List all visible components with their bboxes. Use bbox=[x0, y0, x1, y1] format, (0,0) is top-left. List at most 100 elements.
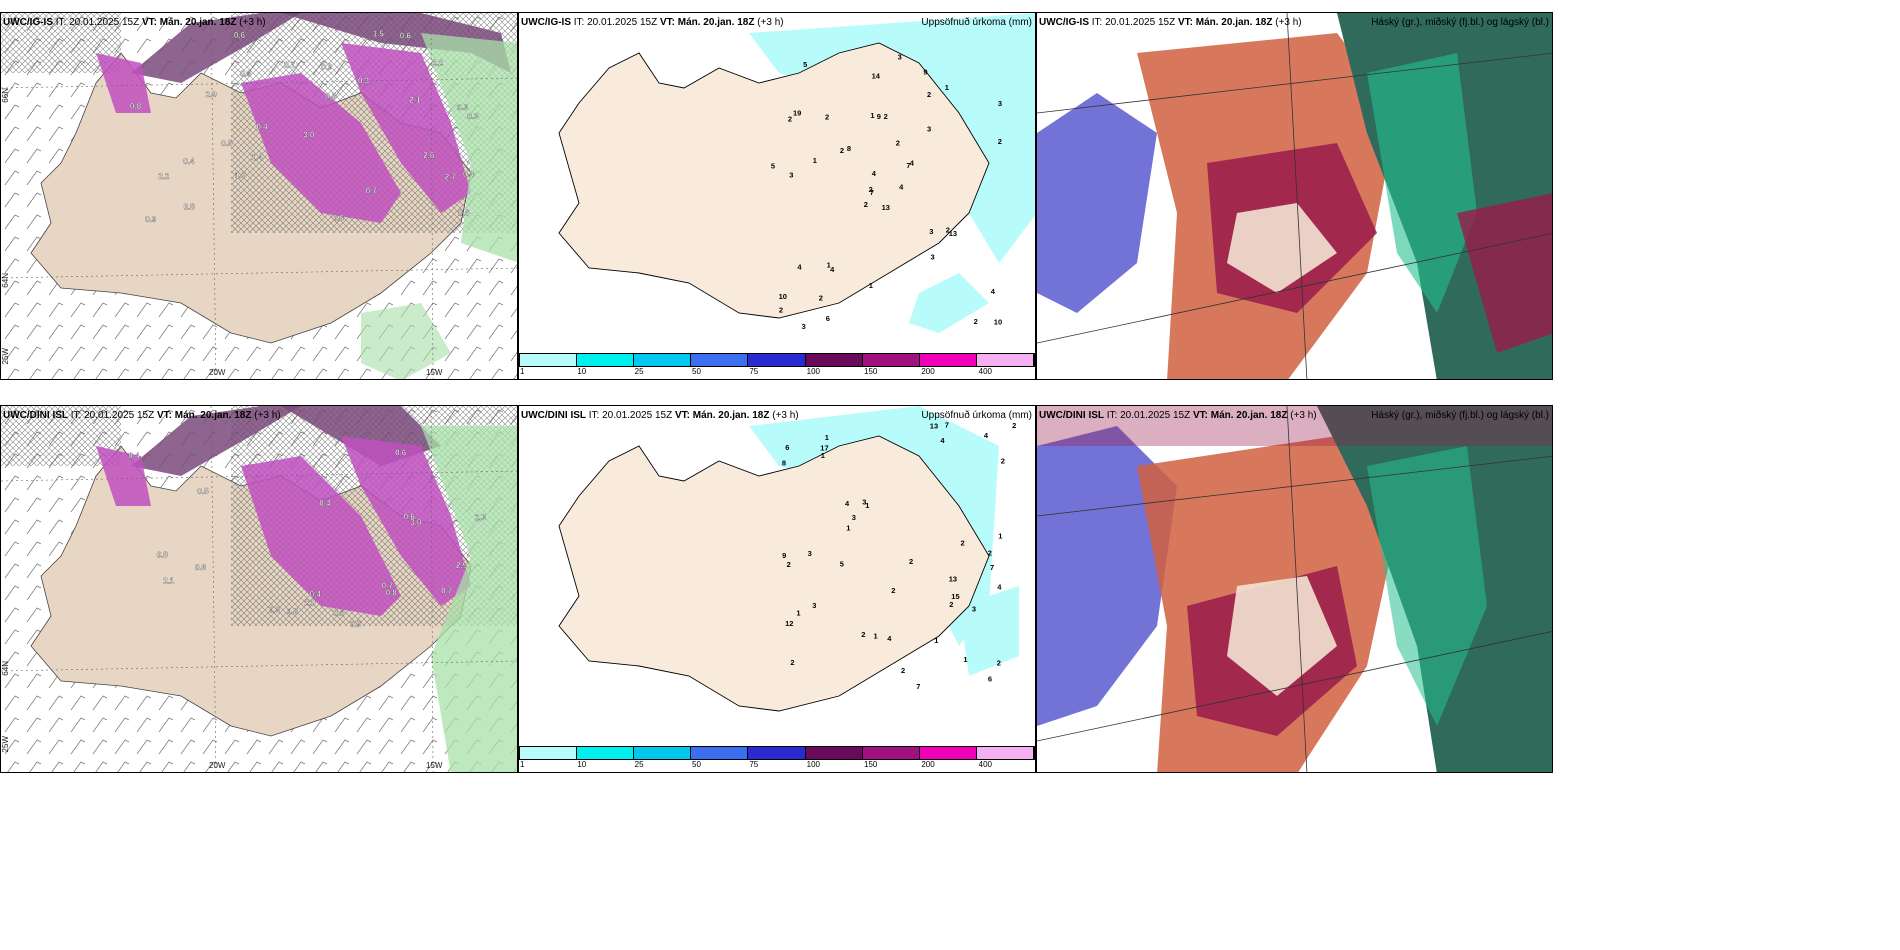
map-value-label: 0.6 bbox=[458, 208, 470, 217]
map-value-label: 2 bbox=[927, 90, 931, 99]
map-value-label: 13 bbox=[949, 229, 957, 238]
map-value-label: 0.8 bbox=[386, 588, 398, 597]
map-value-label: 2 bbox=[884, 112, 888, 121]
legend-swatch bbox=[520, 747, 578, 759]
map-value-label: 13 bbox=[949, 575, 957, 584]
map-value-label: 2 bbox=[790, 658, 794, 667]
legend-swatch bbox=[577, 747, 635, 759]
map-value-label: 4 bbox=[997, 583, 1002, 592]
iceland-landmass bbox=[558, 435, 990, 712]
precip-map-canvas: 1327107492245103323312482294131914532214… bbox=[519, 13, 1035, 355]
map-value-label: 3.0 bbox=[303, 131, 315, 140]
legend-swatch bbox=[748, 747, 806, 759]
map-value-label: 4 bbox=[830, 265, 835, 274]
map-value-label: 4 bbox=[845, 499, 850, 508]
panel-subtitle: Háský (gr.), miðský (fj.bl.) og lágský (… bbox=[1371, 17, 1549, 28]
map-value-label: 1 bbox=[796, 609, 800, 618]
cloud-map-canvas bbox=[1037, 13, 1552, 379]
map-value-label: 0.4 bbox=[310, 590, 322, 599]
map-value-label: 12 bbox=[785, 619, 793, 628]
legend-tick-label: 25 bbox=[634, 760, 644, 769]
lat-label: 64N bbox=[1, 273, 10, 288]
map-value-label: 1 bbox=[813, 156, 817, 165]
map-panel-snow-dini: 0.3 0.4 0.4 0.4 2.3 2.1 2.0 0.8 0.6 0.5 0.6 0.7 0.8 0… bbox=[0, 405, 518, 773]
map-panel-precip-dini: 13 7 2 1 1 1 12 4 4 7 8 9 6 2 2 1 2 2 3 3 2 4 1 4 13 17 15 2 1 2 2 1 3 5 2… bbox=[518, 405, 1036, 773]
legend-tick-label: 10 bbox=[577, 760, 587, 769]
lon-label: 20W bbox=[209, 761, 226, 770]
map-value-label: 0.8 bbox=[130, 102, 142, 111]
map-value-label: 0.3 bbox=[358, 77, 370, 86]
map-value-label: 6 bbox=[785, 443, 789, 452]
map-value-label: 7 bbox=[906, 161, 910, 170]
map-value-label: 2 bbox=[819, 294, 823, 303]
map-value-label: 2 bbox=[997, 658, 1001, 667]
map-value-label: 0.6 bbox=[400, 32, 412, 41]
map-value-label: 1 bbox=[869, 281, 873, 290]
snow-map-canvas: 0.30.30.30.30.40.41.41.52.72.22.92.62.11… bbox=[1, 13, 517, 379]
precip-map-canvas: 1372111124478962212233241413171521221352… bbox=[519, 406, 1035, 748]
map-value-label: 9 bbox=[923, 67, 927, 76]
legend-swatch bbox=[805, 747, 863, 759]
legend-swatch bbox=[976, 747, 1034, 759]
map-value-label: 1 bbox=[827, 261, 831, 270]
map-value-label: 3 bbox=[852, 513, 856, 522]
map-value-label: 4 bbox=[984, 431, 989, 440]
panel-title: UWC/IG-IS IT: 20.01.2025 15Z VT: Mán. 20… bbox=[3, 17, 266, 28]
lat-label: 25W bbox=[1, 348, 10, 365]
legend-tick-label: 25 bbox=[634, 367, 644, 376]
map-value-label: 3.0 bbox=[410, 518, 422, 527]
map-value-label: 2 bbox=[825, 112, 829, 121]
legend-ticks: 1 10 25 50 75 100 150 200 400 bbox=[519, 760, 1035, 772]
panel-title: UWC/IG-IS IT: 20.01.2025 15Z VT: Mán. 20… bbox=[1039, 17, 1302, 28]
map-value-label: 10 bbox=[779, 292, 787, 301]
map-value-label: 9 bbox=[877, 112, 881, 121]
map-value-label: 3 bbox=[972, 605, 976, 614]
map-value-label: 0.7 bbox=[366, 186, 378, 195]
legend-swatch bbox=[520, 354, 578, 366]
legend-tick-label: 75 bbox=[749, 367, 759, 376]
map-value-label: 1.5 bbox=[373, 29, 385, 38]
map-value-label: 0.5 bbox=[333, 609, 345, 618]
map-value-label: 1 bbox=[874, 631, 878, 640]
map-value-label: 3 bbox=[931, 252, 935, 261]
map-value-label: 0.4 bbox=[257, 123, 269, 132]
panel-title: UWC/IG-IS IT: 20.01.2025 15Z VT: Mán. 20… bbox=[521, 17, 784, 28]
map-value-label: 0.3 bbox=[269, 606, 281, 615]
iceland-landmass bbox=[558, 42, 990, 319]
map-value-label: 13 bbox=[930, 422, 938, 431]
map-value-label: 8 bbox=[782, 458, 786, 467]
map-value-label: 17 bbox=[820, 444, 828, 453]
map-value-label: 4 bbox=[899, 182, 904, 191]
map-value-label: 3 bbox=[812, 601, 816, 610]
legend-tick-label: 75 bbox=[749, 760, 759, 769]
legend-ticks: 1 10 25 50 75 100 150 200 400 bbox=[519, 367, 1035, 379]
legend-tick-label: 1 bbox=[520, 760, 525, 769]
map-value-label: 6 bbox=[826, 314, 830, 323]
legend-tick-label: 150 bbox=[864, 760, 878, 769]
legend-swatch bbox=[976, 354, 1034, 366]
legend-swatch bbox=[691, 747, 749, 759]
legend-swatch bbox=[805, 354, 863, 366]
map-value-label: 4 bbox=[940, 436, 945, 445]
map-value-label: 6 bbox=[988, 674, 992, 683]
legend-tick-label: 200 bbox=[921, 760, 935, 769]
map-value-label: 15 bbox=[951, 592, 959, 601]
map-value-label: 3 bbox=[929, 227, 933, 236]
map-value-label: 0.3 bbox=[467, 112, 479, 121]
map-value-label: 0.4 bbox=[183, 157, 195, 166]
map-value-label: 0.4 bbox=[463, 170, 475, 179]
map-value-label: 2.1 bbox=[163, 577, 175, 586]
map-value-label: 3 bbox=[802, 322, 806, 331]
map-value-label: 3 bbox=[789, 170, 793, 179]
map-value-label: 0.9 bbox=[145, 215, 157, 224]
legend-tick-label: 50 bbox=[692, 367, 701, 376]
map-value-label: 2 bbox=[864, 200, 868, 209]
map-value-label: 1 bbox=[825, 433, 829, 442]
map-panel-precip-ig: 13 2 7 10 7 4 9 2 2 4 5 10 3 3 2 3 3 1 2 4 8 2 2 9 4 13 19 14 5 3 2 2 1 4… bbox=[518, 12, 1036, 380]
map-value-label: 7 bbox=[870, 188, 874, 197]
map-value-label: 2.9 bbox=[456, 561, 468, 570]
map-panel-clouds-dini: UWC/DINI ISL IT: 20.01.2025 15Z VT: Mán.… bbox=[1036, 405, 1553, 773]
map-value-label: 1 bbox=[945, 83, 949, 92]
legend-tick-label: 100 bbox=[806, 760, 821, 769]
map-value-label: 4 bbox=[910, 159, 915, 168]
